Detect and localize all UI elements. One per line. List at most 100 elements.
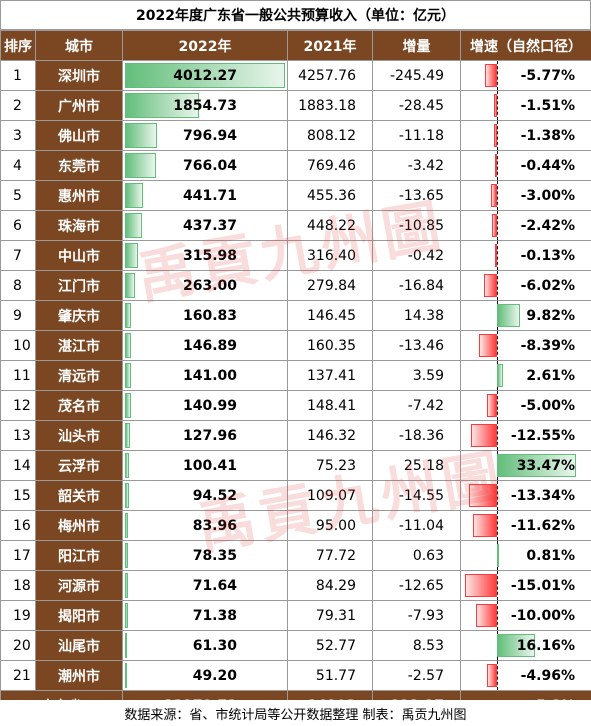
growth-cell: -10.00% <box>460 600 591 631</box>
increase-value: -16.84 <box>372 270 461 301</box>
increase-value: -28.45 <box>372 90 461 121</box>
growth-value: -11.62% <box>510 517 575 534</box>
value-2022-cell: 796.94 <box>122 120 288 151</box>
growth-cell: 2.61% <box>460 360 591 391</box>
growth-value: 2.61% <box>526 367 575 384</box>
growth-value: -12.55% <box>510 427 575 444</box>
growth-axis <box>497 271 498 300</box>
growth-axis <box>497 151 498 180</box>
growth-value: -6.02% <box>520 277 575 294</box>
value-2021: 109.07 <box>287 480 373 511</box>
growth-value: 0.81% <box>526 547 575 564</box>
rank-cell: 5 <box>0 180 36 211</box>
value-2022-bar <box>125 513 129 538</box>
growth-axis <box>497 571 498 600</box>
table-row: 14 云浮市 100.41 75.23 25.18 33.47% <box>0 450 591 481</box>
growth-value: -4.96% <box>520 667 575 684</box>
growth-bar <box>497 454 576 477</box>
growth-cell: -6.02% <box>460 270 591 301</box>
value-2022-bar <box>125 393 131 418</box>
rank-cell: 9 <box>0 300 36 331</box>
value-2022: 160.83 <box>182 307 237 324</box>
growth-bar <box>497 304 521 327</box>
city-cell: 茂名市 <box>35 390 123 421</box>
value-2022-bar <box>125 183 143 208</box>
growth-bar <box>468 484 497 507</box>
increase-value: -13.65 <box>372 180 461 211</box>
value-2022: 61.30 <box>192 637 237 654</box>
value-2022: 315.98 <box>182 247 237 264</box>
value-2022-cell: 441.71 <box>122 180 288 211</box>
value-2022-cell: 140.99 <box>122 390 288 421</box>
header-2022: 2022年 <box>122 30 288 61</box>
increase-value: -12.65 <box>372 570 461 601</box>
growth-value: -1.38% <box>520 127 575 144</box>
value-2022-cell: 160.83 <box>122 300 288 331</box>
growth-value: 9.82% <box>526 307 575 324</box>
rank-cell: 20 <box>0 630 36 661</box>
rank-cell: 19 <box>0 600 36 631</box>
increase-value: -245.49 <box>372 60 461 91</box>
city-cell: 阳江市 <box>35 540 123 571</box>
table-row: 7 中山市 315.98 316.40 -0.42 -0.13% <box>0 240 591 271</box>
value-2022: 78.35 <box>192 547 237 564</box>
rank-cell: 6 <box>0 210 36 241</box>
increase-value: -7.42 <box>372 390 461 421</box>
growth-axis <box>497 511 498 540</box>
increase-value: -13.46 <box>372 330 461 361</box>
value-2022-bar <box>125 633 128 658</box>
growth-cell: -5.00% <box>460 390 591 421</box>
growth-value: -10.00% <box>510 607 575 624</box>
value-2022: 71.64 <box>192 577 237 594</box>
value-2022-cell: 94.52 <box>122 480 288 511</box>
growth-axis <box>497 181 498 210</box>
growth-bar <box>465 574 497 597</box>
value-2022: 127.96 <box>182 427 237 444</box>
value-2022-bar <box>125 423 131 448</box>
header-growth: 增速（自然口径） <box>460 30 591 61</box>
growth-value: -15.01% <box>510 577 575 594</box>
city-cell: 中山市 <box>35 240 123 271</box>
table-row: 12 茂名市 140.99 148.41 -7.42 -5.00% <box>0 390 591 421</box>
growth-value: -13.34% <box>510 487 575 504</box>
value-2021: 95.00 <box>287 510 373 541</box>
table-row: 15 韶关市 94.52 109.07 -14.55 -13.34% <box>0 480 591 511</box>
growth-cell: -0.13% <box>460 240 591 271</box>
table-row: 16 梅州市 83.96 95.00 -11.04 -11.62% <box>0 510 591 541</box>
header-row: 排序 城市 2022年 2021年 增量 增速（自然口径） <box>0 30 591 61</box>
value-2021: 146.45 <box>287 300 373 331</box>
value-2021: 160.35 <box>287 330 373 361</box>
growth-value: 16.16% <box>516 637 575 654</box>
increase-value: -10.85 <box>372 210 461 241</box>
growth-cell: 33.47% <box>460 450 591 481</box>
city-cell: 佛山市 <box>35 120 123 151</box>
value-2021: 769.46 <box>287 150 373 181</box>
value-2022-cell: 49.20 <box>122 660 288 691</box>
city-cell: 潮州市 <box>35 660 123 691</box>
rank-cell: 10 <box>0 330 36 361</box>
growth-axis <box>497 661 498 690</box>
source-footer: 数据来源：省、市统计局等公开数据整理 制表：禹贡九州图 <box>0 700 591 726</box>
increase-value: 0.63 <box>372 540 461 571</box>
growth-axis <box>497 391 498 420</box>
growth-axis <box>497 241 498 270</box>
rank-cell: 2 <box>0 90 36 121</box>
rank-cell: 12 <box>0 390 36 421</box>
rank-cell: 21 <box>0 660 36 691</box>
increase-value: -0.42 <box>372 240 461 271</box>
rank-cell: 13 <box>0 420 36 451</box>
growth-bar <box>486 664 497 687</box>
value-2021: 84.29 <box>287 570 373 601</box>
value-2021: 75.23 <box>287 450 373 481</box>
table-row: 21 潮州市 49.20 51.77 -2.57 -4.96% <box>0 660 591 691</box>
table-row: 9 肇庆市 160.83 146.45 14.38 9.82% <box>0 300 591 331</box>
value-2021: 279.84 <box>287 270 373 301</box>
value-2022-bar <box>125 273 136 298</box>
growth-cell: -11.62% <box>460 510 591 541</box>
table-row: 18 河源市 71.64 84.29 -12.65 -15.01% <box>0 570 591 601</box>
growth-bar <box>491 214 497 237</box>
value-2022-cell: 4012.27 <box>122 60 288 91</box>
value-2022: 83.96 <box>192 517 237 534</box>
value-2022: 146.89 <box>182 337 237 354</box>
value-2021: 808.12 <box>287 120 373 151</box>
